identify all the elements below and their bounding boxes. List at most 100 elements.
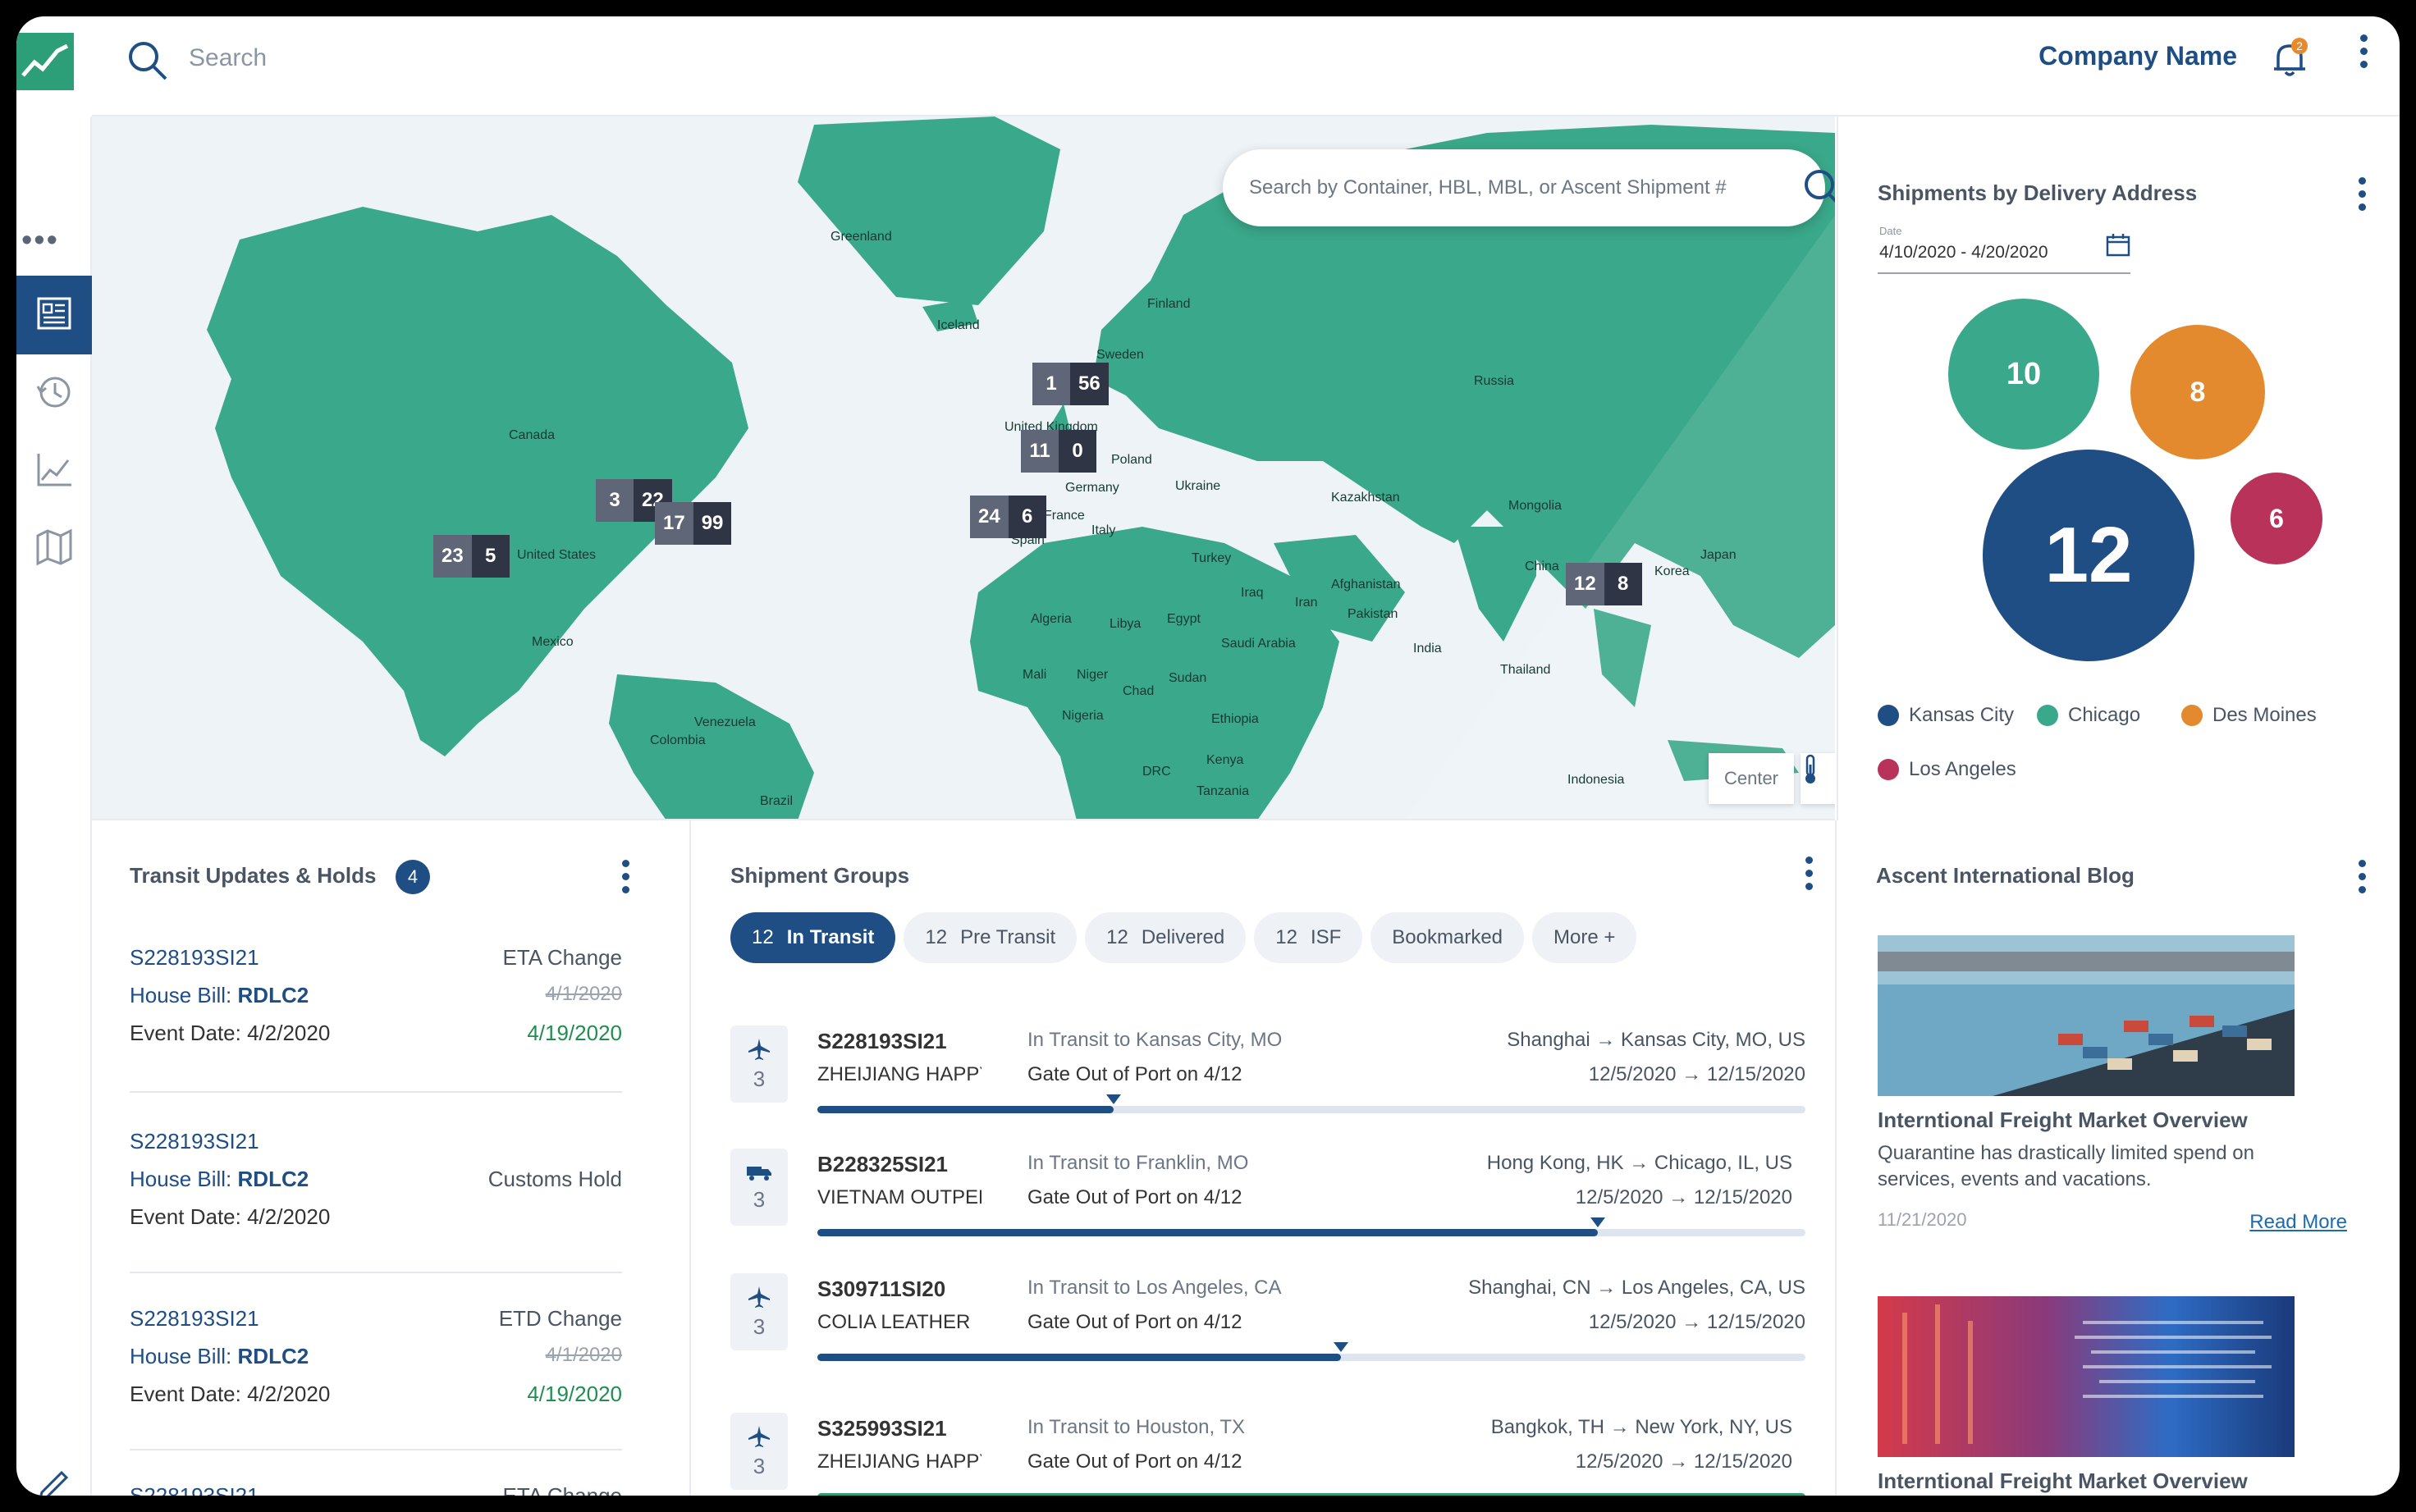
country-label: Mexico [532,635,574,649]
company-name: VIETNAM OUTPERFORM [817,1186,982,1208]
country-label: Afghanistan [1331,578,1401,592]
transit-update-item[interactable]: S228193SI21 ETA Change House Bill: RDLC2 4… [130,945,622,1058]
destination: Kansas City, MO, US [1621,1029,1805,1051]
tab-in-transit[interactable]: 12 In Transit [730,912,896,963]
house-bill: House Bill: RDLC2 [130,1344,309,1369]
map-cluster-marker[interactable]: 17 99 [655,502,732,545]
bubble-kansas-city[interactable]: 12 [1983,450,2194,661]
shipment-id-link[interactable]: S228193SI21 [130,1129,259,1153]
header-menu-icon[interactable] [2360,34,2368,74]
shipment-row[interactable]: 3 S309711SI20 COLIA LEATHER In Transit t… [730,1262,1805,1385]
origin: Bangkok, TH [1490,1416,1604,1438]
country-label: Venezuela [694,715,756,729]
map-center-button[interactable]: Center [1709,753,1794,804]
global-search-input[interactable]: Search [189,44,268,71]
sidebar-item-analytics[interactable] [16,432,92,510]
shipment-row[interactable]: 3 B228325SI21 VIETNAM OUTPERFORM In Tran… [730,1137,1805,1260]
house-bill-value[interactable]: RDLC2 [237,1344,309,1368]
divider [130,1272,622,1273]
map-search-input[interactable]: Search by Container, HBL, MBL, or Ascent… [1223,149,1835,226]
shipment-id[interactable]: S309711SI20 [817,1277,946,1301]
pencil-icon [34,1463,75,1496]
event-type: Customs Hold [487,1167,622,1191]
transit-count-badge: 4 [396,860,430,894]
shipment-id[interactable]: B228325SI21 [817,1152,949,1176]
house-bill-value[interactable]: RDLC2 [237,1167,309,1191]
panel-menu-icon[interactable] [2359,177,2367,217]
blog-image-ship[interactable] [1878,935,2295,1096]
date-range: 12/5/2020 → 12/15/2020 [1575,1186,1792,1208]
house-bill-value[interactable]: RDLC2 [237,983,309,1007]
blog-image-code[interactable] [1878,1296,2295,1457]
tab-isf[interactable]: 12 ISF [1254,912,1363,963]
country-label: Sudan [1169,671,1207,685]
route: Bangkok, TH → New York, NY, US [1490,1416,1792,1438]
map-cluster-marker[interactable]: 24 6 [970,496,1046,538]
start-date: 12/5/2020 [1575,1186,1663,1208]
date-range-input[interactable]: 4/10/2020 - 4/20/2020 [1879,243,2048,262]
blog-post-title[interactable]: Interntional Freight Market Overview [1878,1108,2248,1132]
sidebar-item-dashboard[interactable] [16,276,92,354]
bell-icon[interactable] [2268,38,2311,85]
cluster-count: 1 [1032,363,1070,405]
shipment-map[interactable]: Greenland Iceland Finland Sweden Russia … [92,116,1835,820]
tab-delivered[interactable]: 12 Delivered [1085,912,1247,963]
shipment-status: In Transit to Kansas City, MO [1027,1029,1283,1051]
shipment-id-link[interactable]: S228193SI21 [130,945,259,970]
country-label: Italy [1091,523,1116,537]
company-name[interactable]: Company Name [2038,41,2237,71]
sidebar-item-edit[interactable] [16,1446,92,1496]
event-date-label: Event Date: [130,1382,241,1406]
legend-swatch [2181,705,2203,726]
shipment-row[interactable]: 3 S228193SI21 ZHEIJIANG HAPPY In Transit… [730,1014,1805,1137]
shipment-id[interactable]: S325993SI21 [817,1416,947,1441]
panel-menu-icon[interactable] [622,860,630,899]
read-more-link[interactable]: Read More [2249,1211,2347,1233]
shipment-id-link[interactable]: S228193SI21 [130,1483,259,1496]
app-logo[interactable] [16,33,74,90]
panel-menu-icon[interactable] [1805,856,1814,896]
event-date-label: Event Date: [130,1021,241,1045]
bubble-los-angeles[interactable]: 6 [2231,473,2322,564]
panel-menu-icon[interactable] [2359,860,2367,899]
shipment-id[interactable]: S228193SI21 [817,1029,947,1053]
house-bill-label: House Bill: [130,1167,232,1191]
map-cluster-marker[interactable]: 1 56 [1032,363,1109,405]
blog-post-title[interactable]: Interntional Freight Market Overview [1878,1469,2248,1493]
calendar-icon[interactable] [2104,231,2132,263]
country-label: Germany [1065,481,1119,495]
country-label: Japan [1700,548,1736,562]
transit-update-item[interactable]: S228193SI21 House Bill: RDLC2 Customs Hol… [130,1129,622,1242]
map-cluster-marker[interactable]: 12 8 [1566,563,1642,605]
tab-more[interactable]: More + [1532,912,1637,963]
company-name: ZHEIJIANG HAPPY [817,1450,982,1473]
app-window: Search Company Name 2 ••• [16,16,2400,1496]
map-cluster-marker[interactable]: 11 0 [1021,430,1096,473]
shipment-id-link[interactable]: S228193SI21 [130,1306,259,1331]
tab-bookmarked[interactable]: Bookmarked [1370,912,1525,963]
company-name: COLIA LEATHER [817,1311,971,1333]
country-label: Chad [1123,684,1155,698]
tab-pre-transit[interactable]: 12 Pre Transit [904,912,1078,963]
start-date: 12/5/2020 [1575,1450,1663,1473]
more-dots-icon[interactable]: ••• [21,223,59,258]
country-label: Libya [1110,617,1142,631]
transit-update-item[interactable]: S228193SI21 ETA Change [130,1483,622,1496]
bubble-chicago[interactable]: 10 [1948,299,2099,450]
truck-icon [747,1166,771,1181]
search-icon[interactable] [125,38,171,88]
shipment-row[interactable]: 3 S325993SI21 ZHEIJIANG HAPPY In Transit… [730,1401,1805,1496]
sidebar-item-history[interactable] [16,354,92,433]
legend-swatch [1878,705,1899,726]
map-cluster-marker[interactable]: 23 5 [433,535,510,578]
bubble-des-moines[interactable]: 8 [2130,325,2265,459]
progress-bar [817,1342,1805,1361]
panel-title: Shipments by Delivery Address [1878,180,2198,205]
world-map [207,116,1835,819]
sidebar-item-map[interactable] [16,509,92,587]
cluster-count: 23 [433,535,472,578]
transit-update-item[interactable]: S228193SI21 ETD Change House Bill: RDLC2 4… [130,1306,622,1419]
thermometer-icon[interactable] [1801,753,1835,804]
legend-swatch [2037,705,2058,726]
tab-count: 12 [752,926,774,948]
